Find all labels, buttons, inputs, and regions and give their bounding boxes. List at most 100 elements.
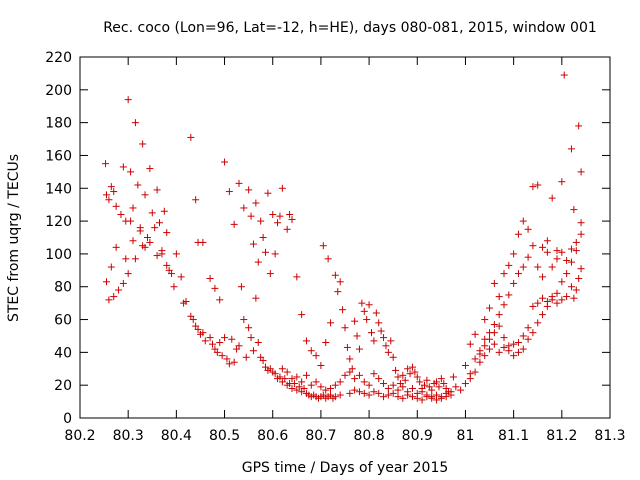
data-point [266, 270, 274, 278]
data-point [408, 363, 416, 371]
data-point [143, 234, 151, 241]
data-point [170, 283, 178, 291]
data-point [500, 343, 508, 351]
data-point [199, 329, 207, 337]
data-point [271, 370, 279, 378]
y-tick-label: 220 [45, 50, 72, 66]
x-tick-label: 81.3 [594, 428, 625, 444]
data-point [240, 204, 248, 212]
x-tick-label: 80.6 [257, 428, 288, 444]
data-point [247, 212, 255, 220]
data-point [278, 365, 286, 373]
data-point [252, 199, 260, 207]
data-point [363, 316, 371, 324]
data-point [307, 381, 315, 389]
data-point [223, 355, 231, 363]
data-point [237, 283, 245, 291]
data-point [519, 217, 527, 225]
data-point [278, 184, 286, 192]
data-point [105, 296, 113, 304]
data-point [370, 370, 378, 378]
data-point [394, 373, 402, 381]
x-tick-label: 81.2 [546, 428, 577, 444]
data-point [129, 204, 137, 212]
data-point [153, 186, 161, 194]
data-point [563, 270, 571, 278]
data-point [476, 358, 484, 366]
data-point [575, 275, 583, 283]
data-point [343, 343, 351, 351]
data-point [570, 294, 578, 302]
data-point [495, 311, 503, 319]
data-point [490, 340, 498, 348]
data-point [404, 388, 412, 396]
data-point [298, 311, 306, 319]
data-point [384, 384, 392, 392]
data-point [351, 317, 359, 325]
data-point [476, 350, 484, 358]
data-point [336, 378, 344, 386]
y-tick-label: 120 [45, 214, 72, 230]
y-tick-label: 100 [45, 247, 72, 263]
data-point [187, 133, 195, 141]
data-point [413, 389, 421, 397]
data-point [500, 334, 508, 342]
data-point [486, 304, 494, 312]
data-point [567, 145, 575, 153]
data-point [151, 224, 159, 232]
data-point [539, 273, 547, 281]
data-point [500, 270, 508, 278]
y-tick-label: 80 [54, 280, 72, 296]
data-point [558, 178, 566, 186]
data-point [490, 279, 498, 287]
data-point [288, 375, 296, 383]
data-point [225, 188, 233, 196]
data-point [355, 371, 363, 379]
data-point [428, 386, 436, 394]
data-point [408, 384, 416, 392]
data-point [331, 271, 339, 279]
data-point [534, 181, 542, 189]
data-point [327, 384, 335, 392]
plot-frame [79, 56, 611, 419]
data-point [331, 381, 339, 389]
data-point [221, 158, 229, 166]
data-point [437, 394, 445, 402]
data-point [276, 373, 284, 381]
data-point [442, 393, 450, 401]
data-point [457, 386, 465, 394]
data-point [572, 247, 580, 255]
data-point [481, 352, 489, 360]
data-point [351, 375, 359, 383]
x-tick-label: 80.8 [354, 428, 385, 444]
data-point [117, 211, 125, 219]
data-point [102, 160, 110, 168]
data-point [298, 378, 306, 386]
x-tick-label: 80.2 [64, 428, 95, 444]
data-point [274, 219, 282, 227]
data-point [539, 243, 547, 251]
data-point [300, 384, 308, 392]
data-point [399, 394, 407, 402]
data-point [107, 263, 115, 271]
data-point [218, 352, 226, 360]
y-tick-label: 60 [54, 313, 72, 329]
data-point [452, 383, 460, 391]
data-point [481, 316, 489, 324]
data-point [548, 194, 556, 202]
data-point [168, 270, 176, 278]
data-point [312, 352, 320, 360]
data-point [358, 299, 366, 307]
data-point [433, 396, 441, 404]
data-point [519, 263, 527, 271]
data-point [225, 360, 233, 368]
data-point [408, 393, 416, 401]
data-point [418, 388, 426, 396]
data-point [466, 340, 474, 348]
x-axis-label: GPS time / Days of year 2015 [242, 460, 449, 476]
data-point [124, 96, 132, 104]
data-points [102, 71, 585, 404]
data-point [539, 294, 547, 302]
data-point [163, 261, 171, 269]
data-point [514, 348, 522, 356]
